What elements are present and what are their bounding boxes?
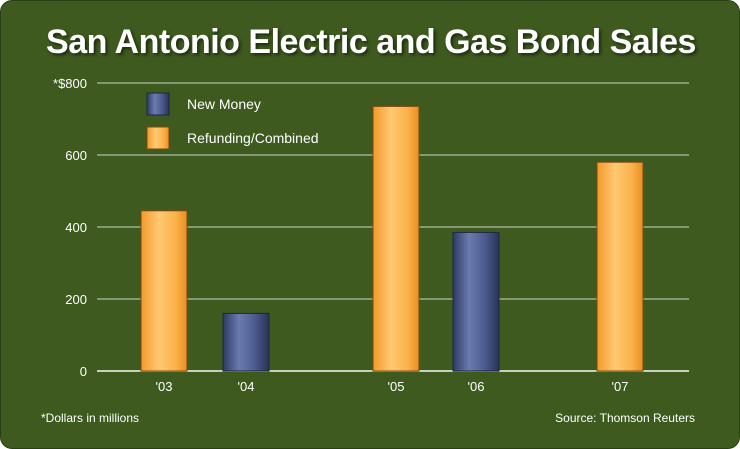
x-tick-label: '05	[388, 379, 405, 394]
x-tick-label: '03	[156, 379, 173, 394]
source-note: Source: Thomson Reuters	[555, 411, 695, 425]
y-axis-ticks: 0 200 400 600 *$800	[53, 76, 87, 379]
bar-refunding	[596, 161, 644, 372]
x-tick-label: '04	[238, 379, 255, 394]
y-tick-label: 600	[65, 148, 87, 163]
bar-refunding	[372, 105, 420, 372]
y-tick-label: *$800	[53, 76, 87, 91]
legend-swatch-refunding	[146, 126, 170, 150]
y-tick-label: 0	[80, 364, 87, 379]
footnote: *Dollars in millions	[41, 411, 140, 425]
legend-label-new-money: New Money	[187, 96, 261, 112]
x-axis-ticks: '03 '04 '05 '06 '07	[156, 379, 629, 394]
bar-new-money	[452, 231, 500, 372]
chart-title: San Antonio Electric and Gas Bond Sales	[46, 23, 696, 61]
bars	[140, 105, 644, 372]
bar-new-money	[222, 312, 270, 372]
bar-refunding	[140, 210, 188, 372]
legend: New Money Refunding/Combined	[146, 92, 319, 150]
y-tick-label: 400	[65, 220, 87, 235]
legend-swatch-new-money	[146, 92, 170, 116]
x-tick-label: '06	[468, 379, 485, 394]
y-tick-label: 200	[65, 292, 87, 307]
legend-label-refunding: Refunding/Combined	[187, 130, 319, 146]
x-tick-label: '07	[612, 379, 629, 394]
